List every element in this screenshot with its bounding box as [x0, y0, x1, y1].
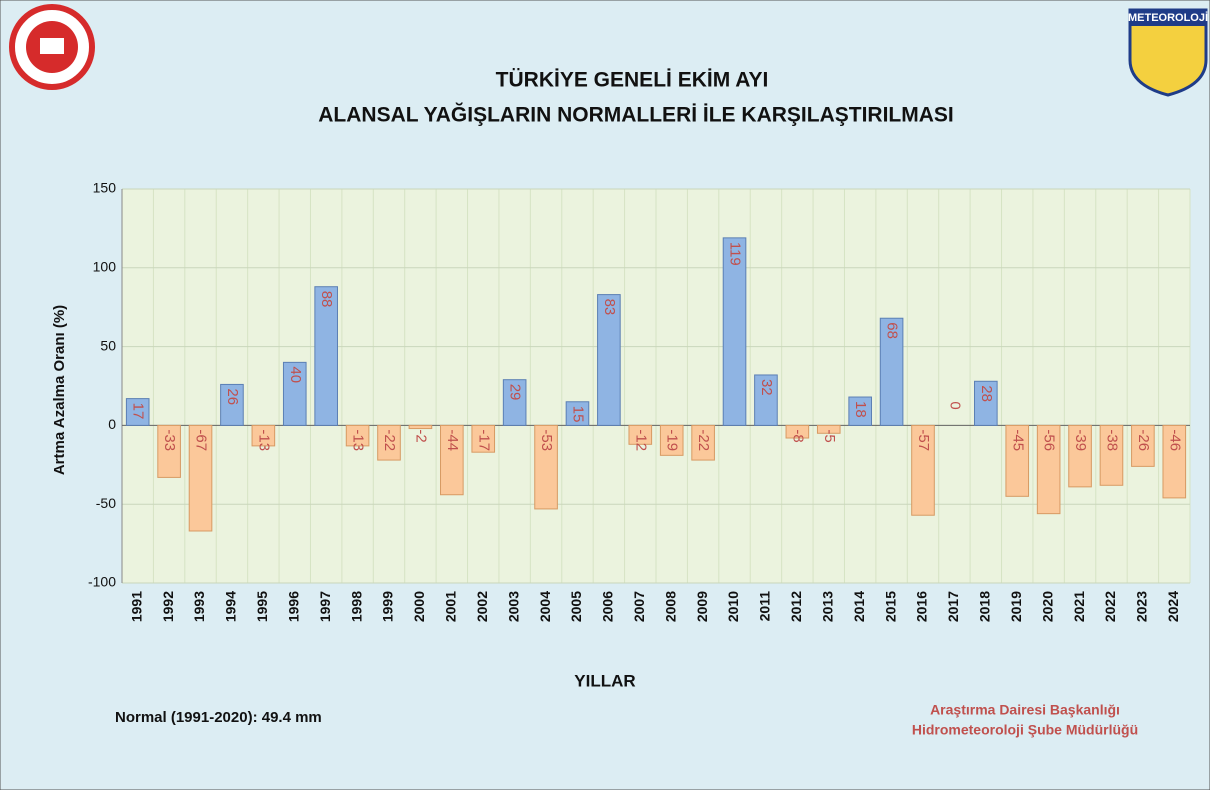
- value-label: 18: [852, 401, 869, 418]
- y-tick-label: 100: [93, 259, 117, 275]
- x-tick-label: 2005: [568, 591, 584, 622]
- value-label: 32: [758, 379, 775, 396]
- x-tick-label: 2010: [725, 591, 741, 622]
- x-tick-label: 2013: [819, 591, 835, 622]
- value-label: -12: [632, 429, 649, 451]
- y-tick-label: -100: [88, 574, 116, 590]
- chart-subtitle: ALANSAL YAĞIŞLARIN NORMALLERİ İLE KARŞIL…: [318, 103, 953, 127]
- y-axis-label: Artma Azalma Oranı (%): [51, 305, 68, 475]
- chart-title: TÜRKİYE GENELİ EKİM AYI: [496, 69, 769, 92]
- value-label: -22: [695, 429, 712, 451]
- bar: [315, 287, 338, 426]
- x-tick-label: 2003: [505, 591, 521, 622]
- bar: [409, 425, 432, 428]
- x-tick-label: 2014: [851, 591, 867, 622]
- value-label: 119: [727, 242, 744, 266]
- value-label: -13: [255, 429, 272, 451]
- value-label: -39: [1072, 429, 1089, 451]
- bar: [723, 238, 746, 426]
- x-tick-label: 1995: [254, 591, 270, 622]
- x-tick-label: 2008: [662, 591, 678, 622]
- x-tick-label: 2001: [443, 591, 459, 622]
- x-tick-label: 1993: [191, 591, 207, 622]
- x-tick-label: 1998: [348, 591, 364, 622]
- x-tick-label: 2020: [1039, 591, 1055, 622]
- x-tick-label: 2009: [694, 591, 710, 622]
- credit: Hidrometeoroloji Şube Müdürlüğü: [912, 722, 1138, 738]
- x-tick-label: 1997: [317, 591, 333, 622]
- value-label: -46: [1166, 429, 1183, 451]
- x-tick-label: 2016: [914, 591, 930, 622]
- x-tick-label: 2015: [882, 591, 898, 622]
- value-label: 40: [287, 366, 304, 383]
- value-label: 68: [884, 322, 901, 339]
- value-label: -67: [193, 429, 210, 451]
- value-label: -8: [789, 429, 806, 442]
- x-tick-label: 2007: [631, 591, 647, 622]
- y-tick-label: 50: [100, 337, 116, 353]
- value-label: 17: [130, 403, 147, 420]
- value-label: -26: [1135, 429, 1152, 451]
- x-tick-label: 2017: [945, 591, 961, 622]
- value-label: -38: [1104, 429, 1121, 451]
- right-logo: METEOROLOJİ: [1128, 10, 1208, 95]
- value-label: -33: [161, 429, 178, 451]
- value-label: -13: [350, 429, 367, 451]
- value-label: -45: [1009, 429, 1026, 451]
- x-tick-label: 2023: [1134, 591, 1150, 622]
- value-label: -17: [475, 429, 492, 451]
- chart: METEOROLOJİ TÜRKİYE GENELİ EKİM AYI ALAN…: [0, 0, 1210, 790]
- value-label: 28: [978, 385, 995, 402]
- value-label: 15: [570, 406, 587, 423]
- y-tick-label: -50: [96, 495, 116, 511]
- value-label: -56: [1041, 429, 1058, 451]
- y-tick-label: 0: [108, 416, 116, 432]
- x-tick-label: 2012: [788, 591, 804, 622]
- value-label: -22: [381, 429, 398, 451]
- left-emblem: [12, 7, 92, 87]
- value-label: 83: [601, 299, 618, 316]
- value-label: -57: [915, 429, 932, 451]
- x-tick-label: 2021: [1071, 591, 1087, 622]
- note: Normal (1991-2020): 49.4 mm: [115, 709, 322, 726]
- x-tick-label: 2002: [474, 591, 490, 622]
- value-label: -2: [412, 429, 429, 442]
- x-tick-label: 1991: [128, 591, 144, 622]
- value-label: -44: [444, 429, 461, 451]
- x-tick-label: 2024: [1165, 591, 1181, 622]
- value-label: 29: [507, 384, 524, 401]
- y-tick-label: 150: [93, 180, 117, 196]
- logo-text: METEOROLOJİ: [1128, 11, 1208, 24]
- page: METEOROLOJİ TÜRKİYE GENELİ EKİM AYI ALAN…: [0, 0, 1210, 790]
- value-label: -19: [664, 429, 681, 451]
- value-label: 26: [224, 388, 241, 405]
- x-tick-label: 1999: [380, 591, 396, 622]
- x-tick-label: 2018: [977, 591, 993, 622]
- x-tick-label: 2022: [1102, 591, 1118, 622]
- x-tick-label: 1994: [223, 591, 239, 622]
- x-tick-label: 2011: [757, 591, 773, 622]
- value-label: 88: [318, 291, 335, 308]
- x-tick-label: 1992: [160, 591, 176, 622]
- x-tick-label: 2004: [537, 591, 553, 622]
- x-axis-label: YILLAR: [574, 671, 635, 690]
- value-label: 0: [946, 401, 963, 409]
- x-tick-label: 2000: [411, 591, 427, 622]
- x-tick-label: 2019: [1008, 591, 1024, 622]
- x-tick-label: 2006: [600, 591, 616, 622]
- x-tick-label: 1996: [285, 591, 301, 622]
- value-label: -5: [821, 429, 838, 442]
- value-label: -53: [538, 429, 555, 451]
- credit: Araştırma Dairesi Başkanlığı: [930, 702, 1120, 718]
